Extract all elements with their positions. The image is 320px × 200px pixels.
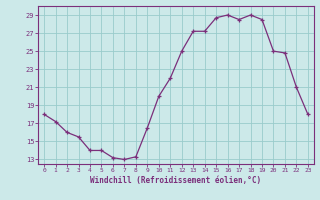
X-axis label: Windchill (Refroidissement éolien,°C): Windchill (Refroidissement éolien,°C) [91, 176, 261, 185]
